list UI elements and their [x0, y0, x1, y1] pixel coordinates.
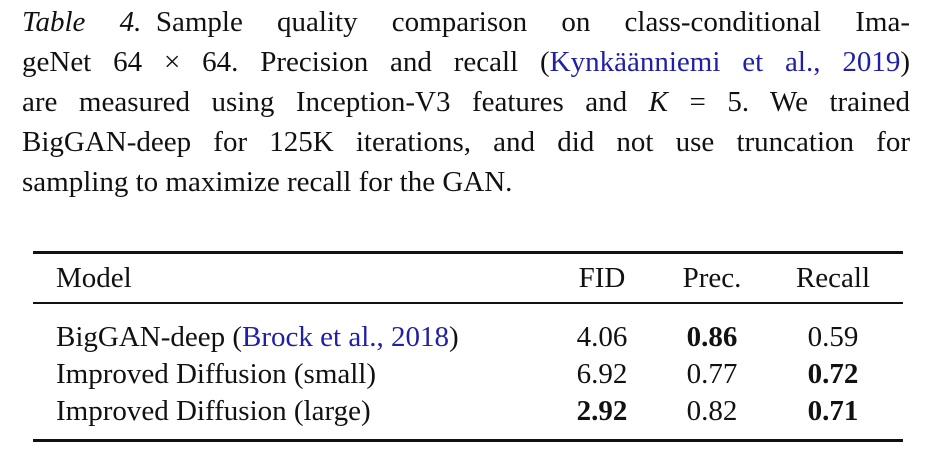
text-run: sampling to maximize recall for the GAN. [22, 166, 513, 198]
caption-line: are measured using Inception-V3 features… [22, 82, 910, 122]
value-cell: 4.06 [576, 321, 628, 353]
caption-line: geNet 64 × 64. Precision and recall (Kyn… [22, 42, 910, 82]
text-run: BigGAN-deep ( [56, 321, 243, 353]
citation: Kynkäänniemi et al., 2019 [549, 46, 901, 78]
citation: Brock et al., 2018 [242, 321, 450, 353]
value-cell: 0.86 [686, 321, 738, 353]
model-cell: Improved Diffusion (small) [56, 356, 376, 392]
text-run: Sample quality comparison on class-condi… [155, 6, 910, 38]
value-cell: 0.71 [807, 395, 859, 427]
value-cell: 0.59 [807, 321, 859, 353]
column-header: Model [56, 262, 132, 294]
value-cell: 0.72 [807, 358, 859, 390]
mid-rule [33, 302, 903, 304]
text-run: BigGAN-deep for 125K iterations, and did… [22, 126, 910, 158]
value-cell: 6.92 [576, 358, 628, 390]
column-header: FID [578, 262, 626, 294]
text-run: Improved Diffusion (small) [56, 358, 377, 390]
caption-line: BigGAN-deep for 125K iterations, and did… [22, 122, 910, 162]
text-run: K [648, 86, 668, 118]
model-cell: BigGAN-deep (Brock et al., 2018) [56, 319, 459, 355]
model-cell: Improved Diffusion (large) [56, 393, 371, 429]
value-cell: 0.77 [686, 358, 738, 390]
caption-label: Table 4. [22, 6, 142, 38]
value-cell: 2.92 [576, 395, 628, 427]
top-rule [33, 251, 903, 254]
bottom-rule [33, 439, 903, 442]
text-run: Improved Diffusion (large) [56, 395, 371, 427]
caption-line: Table 4. Sample quality comparison on cl… [22, 2, 910, 42]
text-run: geNet 64 × 64. Precision and recall ( [22, 46, 550, 78]
caption-line: sampling to maximize recall for the GAN. [22, 162, 910, 202]
column-header: Prec. [682, 262, 742, 294]
text-run: ) [900, 46, 910, 78]
column-header: Recall [795, 262, 871, 294]
text-run: are measured using Inception-V3 features… [22, 86, 649, 118]
text-run: = 5. We trained [667, 86, 910, 118]
value-cell: 0.82 [686, 395, 738, 427]
text-run: ) [449, 321, 459, 353]
